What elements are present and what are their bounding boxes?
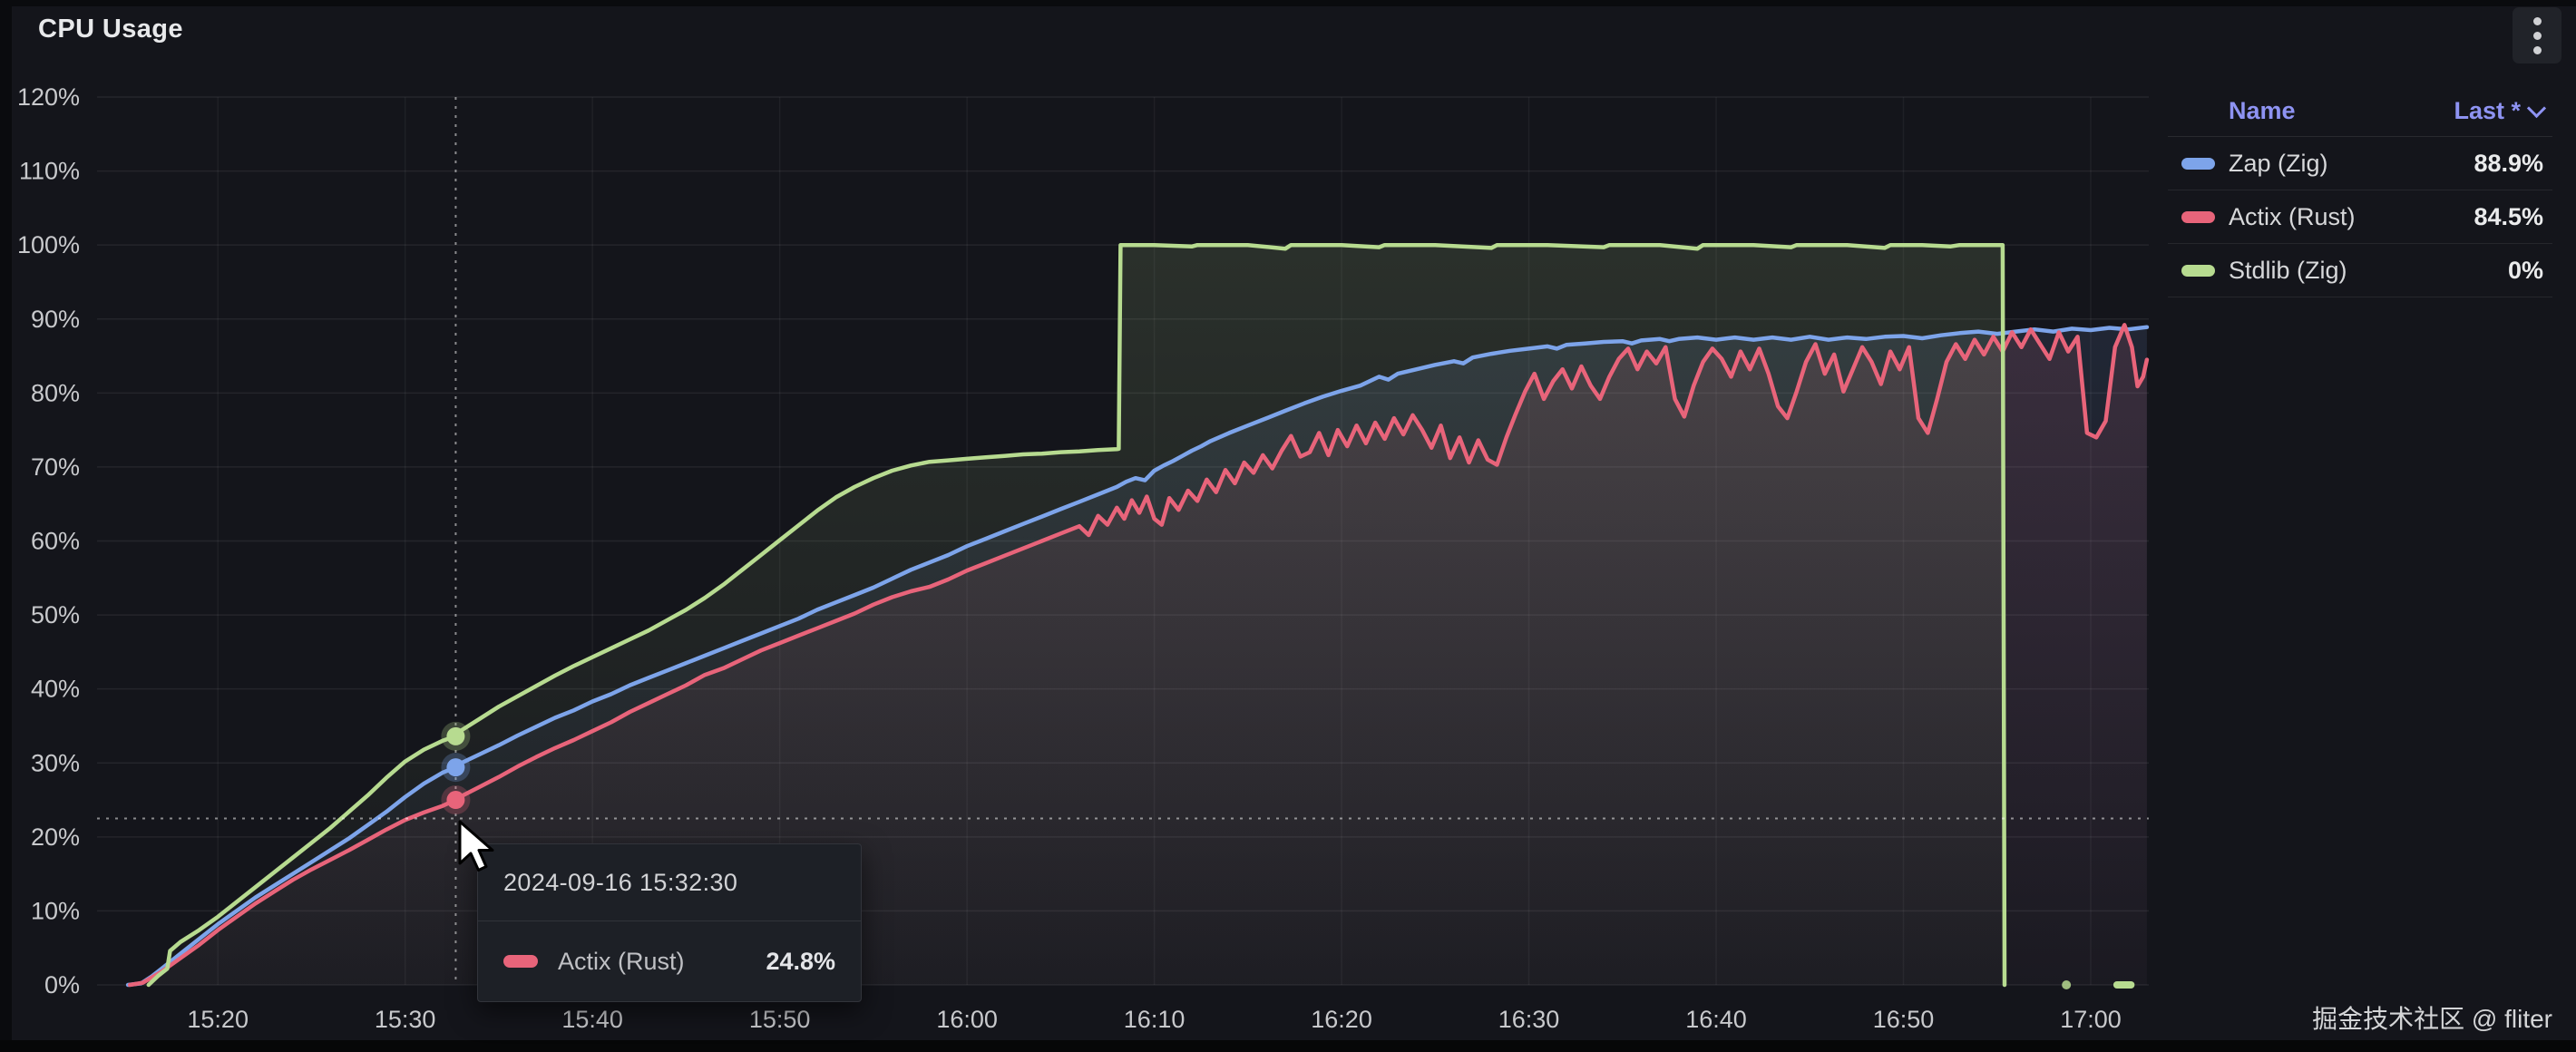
x-axis-label: 15:20	[187, 1006, 249, 1033]
tooltip-series-row: Actix (Rust) 24.8%	[478, 921, 861, 1001]
y-axis-label: 20%	[31, 823, 80, 851]
tooltip-series-value: 24.8%	[766, 947, 835, 975]
legend-row-actix[interactable]: Actix (Rust) 84.5%	[2168, 190, 2552, 244]
series-line-1[interactable]	[127, 323, 2150, 988]
series-color-pill	[2181, 210, 2215, 223]
series-last-value: 88.9%	[2474, 149, 2543, 177]
y-axis-label: 110%	[19, 158, 80, 185]
series-color-pill	[503, 955, 538, 968]
legend-header: Name Last *	[2168, 85, 2552, 137]
legend-header-last-label: Last *	[2454, 96, 2521, 124]
y-axis-label: 10%	[31, 897, 80, 924]
series-name[interactable]: Actix (Rust)	[2229, 202, 2356, 230]
legend-row-zap[interactable]: Zap (Zig) 88.9%	[2168, 137, 2552, 190]
panel-edge-left	[0, 0, 12, 1052]
x-axis-label: 16:50	[1873, 1006, 1935, 1033]
series-area-2	[148, 245, 2005, 985]
series-last-value: 84.5%	[2474, 202, 2543, 230]
hover-point	[446, 726, 465, 745]
tooltip-series-name: Actix (Rust)	[558, 947, 685, 975]
x-axis-label: 15:40	[561, 1006, 623, 1033]
series-line-2[interactable]	[146, 242, 2007, 988]
x-axis-label: 16:20	[1311, 1006, 1372, 1033]
series-name[interactable]: Zap (Zig)	[2229, 149, 2328, 177]
plot-area[interactable]	[97, 97, 2149, 985]
y-axis-label: 120%	[17, 83, 80, 111]
panel-menu-button[interactable]	[2513, 7, 2561, 63]
legend-table: Name Last * Zap (Zig) 88.9% Actix (Rust)…	[2168, 85, 2552, 297]
series-color-pill	[2181, 264, 2215, 277]
y-axis-label: 90%	[31, 306, 80, 333]
hover-point	[446, 791, 465, 810]
x-axis-label: 15:30	[375, 1006, 436, 1033]
y-axis-label: 70%	[31, 453, 80, 481]
panel-title: CPU Usage	[38, 15, 183, 44]
y-axis-label: 50%	[31, 601, 80, 628]
legend-row-stdlib[interactable]: Stdlib (Zig) 0%	[2168, 244, 2552, 297]
legend-header-last[interactable]: Last *	[2454, 96, 2547, 125]
series-last-value: 0%	[2507, 256, 2543, 284]
y-axis-label: 40%	[31, 676, 80, 703]
y-axis-label: 80%	[31, 379, 80, 406]
x-axis-label: 16:30	[1498, 1006, 1560, 1033]
x-axis-label: 15:50	[749, 1006, 811, 1033]
y-axis-label: 100%	[17, 231, 80, 258]
hover-tooltip: 2024-09-16 15:32:30 Actix (Rust) 24.8%	[477, 843, 862, 1002]
hover-point	[446, 758, 465, 777]
x-axis-label: 16:00	[936, 1006, 998, 1033]
y-axis-label: 60%	[31, 528, 80, 555]
kebab-icon	[2532, 16, 2542, 25]
series-name[interactable]: Stdlib (Zig)	[2229, 256, 2347, 284]
x-axis-label: 17:00	[2060, 1006, 2122, 1033]
kebab-icon	[2532, 31, 2542, 40]
y-axis-label: 30%	[31, 749, 80, 776]
x-axis-label: 16:40	[1685, 1006, 1747, 1033]
chevron-down-icon	[2526, 98, 2547, 118]
kebab-icon	[2532, 45, 2542, 54]
legend-header-name[interactable]: Name	[2229, 96, 2296, 124]
y-axis-label: 0%	[44, 971, 80, 998]
watermark: 掘金技术社区 @ fliter	[2312, 1005, 2552, 1033]
x-axis-label: 16:10	[1124, 1006, 1186, 1033]
panel-edge-top	[0, 0, 2576, 6]
tooltip-timestamp: 2024-09-16 15:32:30	[478, 844, 861, 921]
series-point	[2062, 980, 2072, 989]
series-color-pill	[2181, 157, 2215, 170]
panel-edge-bottom	[0, 1040, 2576, 1052]
